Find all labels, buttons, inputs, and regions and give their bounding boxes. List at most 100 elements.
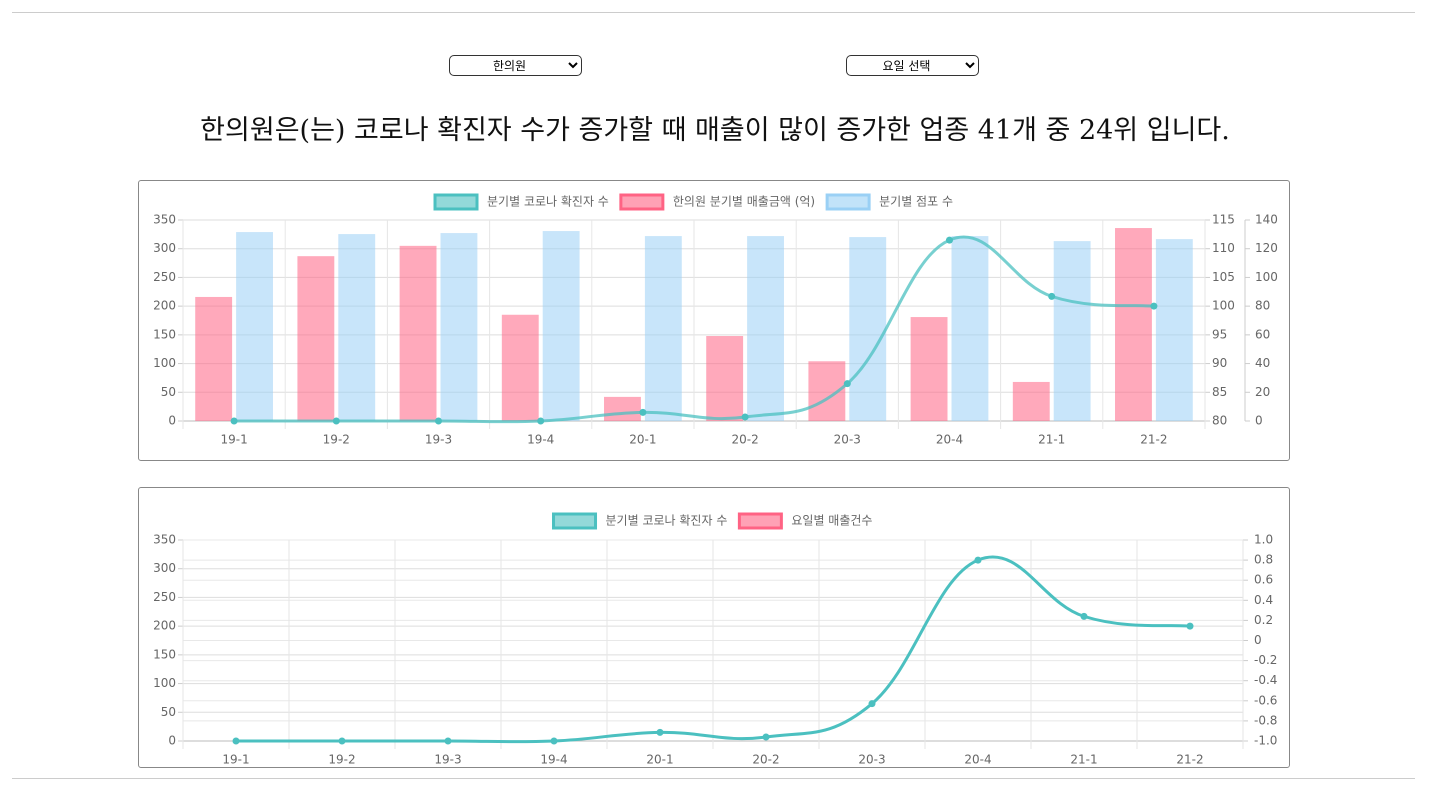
top-rule	[12, 12, 1415, 13]
x-tick-label: 19-2	[328, 753, 355, 767]
weekday-select[interactable]: 요일 선택	[846, 55, 979, 76]
bar	[399, 245, 437, 421]
y3-tick-label: 60	[1255, 327, 1270, 341]
bar	[440, 233, 478, 421]
legend-label: 분기별 코로나 확진자 수	[606, 514, 728, 528]
legend-label: 한의원 분기별 매출금액 (억)	[673, 195, 815, 209]
y2-tick-label: 0	[1254, 633, 1262, 647]
y-tick-label: 350	[153, 213, 176, 227]
y-tick-label: 200	[153, 299, 176, 313]
legend-swatch	[825, 193, 871, 211]
x-tick-label: 20-3	[858, 753, 885, 767]
y3-tick-label: 40	[1255, 356, 1270, 370]
y-tick-label: 0	[168, 414, 176, 428]
y3-tick-label: 0	[1255, 414, 1263, 428]
y-tick-label: 50	[161, 705, 176, 719]
y2-tick-label: 0.6	[1254, 573, 1273, 587]
bar	[1053, 241, 1091, 421]
bar	[542, 231, 580, 421]
bottom-rule	[12, 778, 1415, 779]
y2-tick-label: 95	[1212, 327, 1227, 341]
point	[741, 413, 749, 421]
point	[537, 417, 545, 425]
y3-tick-label: 120	[1255, 241, 1278, 255]
legend-label: 분기별 점포 수	[879, 195, 953, 209]
bar	[706, 336, 744, 421]
point	[435, 417, 442, 425]
point	[946, 236, 953, 244]
x-tick-label: 19-4	[540, 753, 567, 767]
legend: 분기별 코로나 확진자 수 한의원 분기별 매출금액 (억) 분기별 점포 수	[433, 193, 953, 211]
bar	[951, 236, 989, 421]
point	[1186, 622, 1194, 630]
x-tick-label: 20-3	[834, 433, 861, 447]
bar	[195, 296, 233, 421]
point	[1150, 302, 1158, 310]
x-tick-label: 21-1	[1070, 753, 1097, 767]
y3-tick-label: 80	[1255, 299, 1270, 313]
x-tick-label: 21-2	[1140, 433, 1167, 447]
y2-tick-label: -0.8	[1254, 713, 1277, 727]
y-tick-label: 50	[161, 385, 176, 399]
y-tick-label: 300	[153, 241, 176, 255]
x-tick-label: 19-1	[220, 433, 247, 447]
x-tick-label: 19-1	[222, 753, 249, 767]
legend-swatch	[737, 512, 783, 530]
bar	[910, 317, 948, 421]
legend-swatch	[619, 193, 665, 211]
point	[843, 380, 851, 388]
y-tick-label: 150	[153, 327, 176, 341]
y2-tick-label: 0.4	[1254, 593, 1273, 607]
y-tick-label: 350	[153, 533, 176, 547]
y2-tick-label: -0.4	[1254, 673, 1277, 687]
x-tick-label: 20-2	[752, 753, 779, 767]
point	[338, 737, 346, 745]
y2-tick-label: 80	[1212, 414, 1227, 428]
y-tick-label: 200	[153, 619, 176, 633]
point	[332, 417, 340, 425]
point	[1080, 612, 1088, 620]
y3-tick-label: 100	[1255, 270, 1278, 284]
y-tick-label: 250	[153, 270, 176, 284]
bar	[644, 236, 682, 421]
point	[444, 737, 452, 745]
line	[234, 235, 1155, 424]
y-tick-label: 250	[153, 590, 176, 604]
y3-tick-label: 140	[1255, 213, 1278, 227]
point	[974, 556, 982, 564]
legend-label: 요일별 매출건수	[791, 514, 872, 528]
legend-swatch	[433, 193, 479, 211]
x-tick-label: 21-1	[1038, 433, 1065, 447]
x-tick-label: 20-4	[936, 433, 963, 447]
bar	[338, 234, 376, 421]
bar	[849, 237, 887, 421]
point	[230, 417, 238, 425]
y3-tick-label: 20	[1255, 385, 1270, 399]
y-tick-label: 100	[153, 676, 176, 690]
legend-label: 분기별 코로나 확진자 수	[487, 195, 609, 209]
x-tick-label: 20-2	[731, 433, 758, 447]
y-tick-label: 150	[153, 647, 176, 661]
point	[550, 737, 558, 745]
y-tick-label: 100	[153, 356, 176, 370]
line	[236, 555, 1191, 744]
industry-select[interactable]: 한의원	[449, 55, 582, 76]
point	[232, 737, 240, 745]
point	[762, 733, 770, 741]
bar	[1115, 228, 1152, 421]
bar	[501, 314, 539, 421]
y2-tick-label: 1.0	[1254, 533, 1273, 547]
point	[639, 408, 647, 416]
x-tick-label: 20-1	[629, 433, 656, 447]
bar	[747, 236, 784, 421]
x-tick-label: 19-2	[323, 433, 350, 447]
x-tick-label: 20-4	[964, 753, 991, 767]
y-tick-label: 300	[153, 561, 176, 575]
bar	[236, 232, 273, 421]
y2-tick-label: -0.6	[1254, 693, 1277, 707]
y2-tick-label: 0.2	[1254, 613, 1273, 627]
bar	[604, 396, 641, 421]
x-tick-label: 21-2	[1176, 753, 1203, 767]
